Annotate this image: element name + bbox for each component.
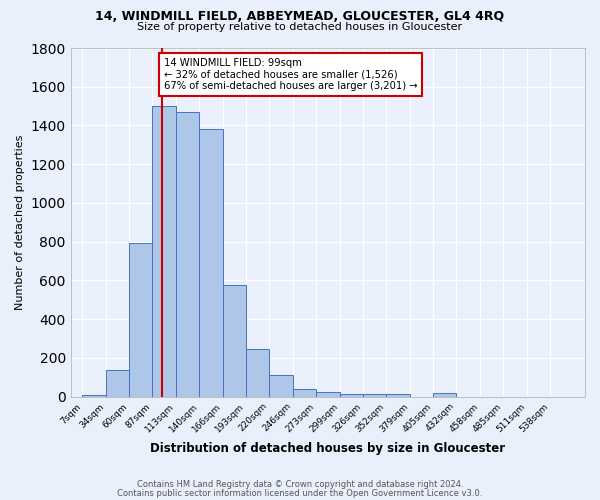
Bar — [223, 286, 246, 397]
Bar — [293, 389, 316, 396]
Bar — [433, 393, 457, 396]
Bar — [176, 112, 199, 397]
Bar — [246, 350, 269, 397]
X-axis label: Distribution of detached houses by size in Gloucester: Distribution of detached houses by size … — [150, 442, 505, 455]
Bar — [199, 130, 223, 396]
Bar — [106, 370, 129, 396]
Text: Contains public sector information licensed under the Open Government Licence v3: Contains public sector information licen… — [118, 488, 482, 498]
Bar — [363, 394, 386, 396]
Bar — [269, 376, 293, 396]
Bar — [340, 394, 363, 396]
Text: Size of property relative to detached houses in Gloucester: Size of property relative to detached ho… — [137, 22, 463, 32]
Text: Contains HM Land Registry data © Crown copyright and database right 2024.: Contains HM Land Registry data © Crown c… — [137, 480, 463, 489]
Bar — [129, 242, 152, 396]
Bar — [386, 394, 410, 396]
Bar — [316, 392, 340, 396]
Bar — [82, 395, 106, 396]
Bar — [152, 106, 176, 397]
Y-axis label: Number of detached properties: Number of detached properties — [15, 134, 25, 310]
Text: 14 WINDMILL FIELD: 99sqm
← 32% of detached houses are smaller (1,526)
67% of sem: 14 WINDMILL FIELD: 99sqm ← 32% of detach… — [164, 58, 418, 91]
Text: 14, WINDMILL FIELD, ABBEYMEAD, GLOUCESTER, GL4 4RQ: 14, WINDMILL FIELD, ABBEYMEAD, GLOUCESTE… — [95, 10, 505, 23]
